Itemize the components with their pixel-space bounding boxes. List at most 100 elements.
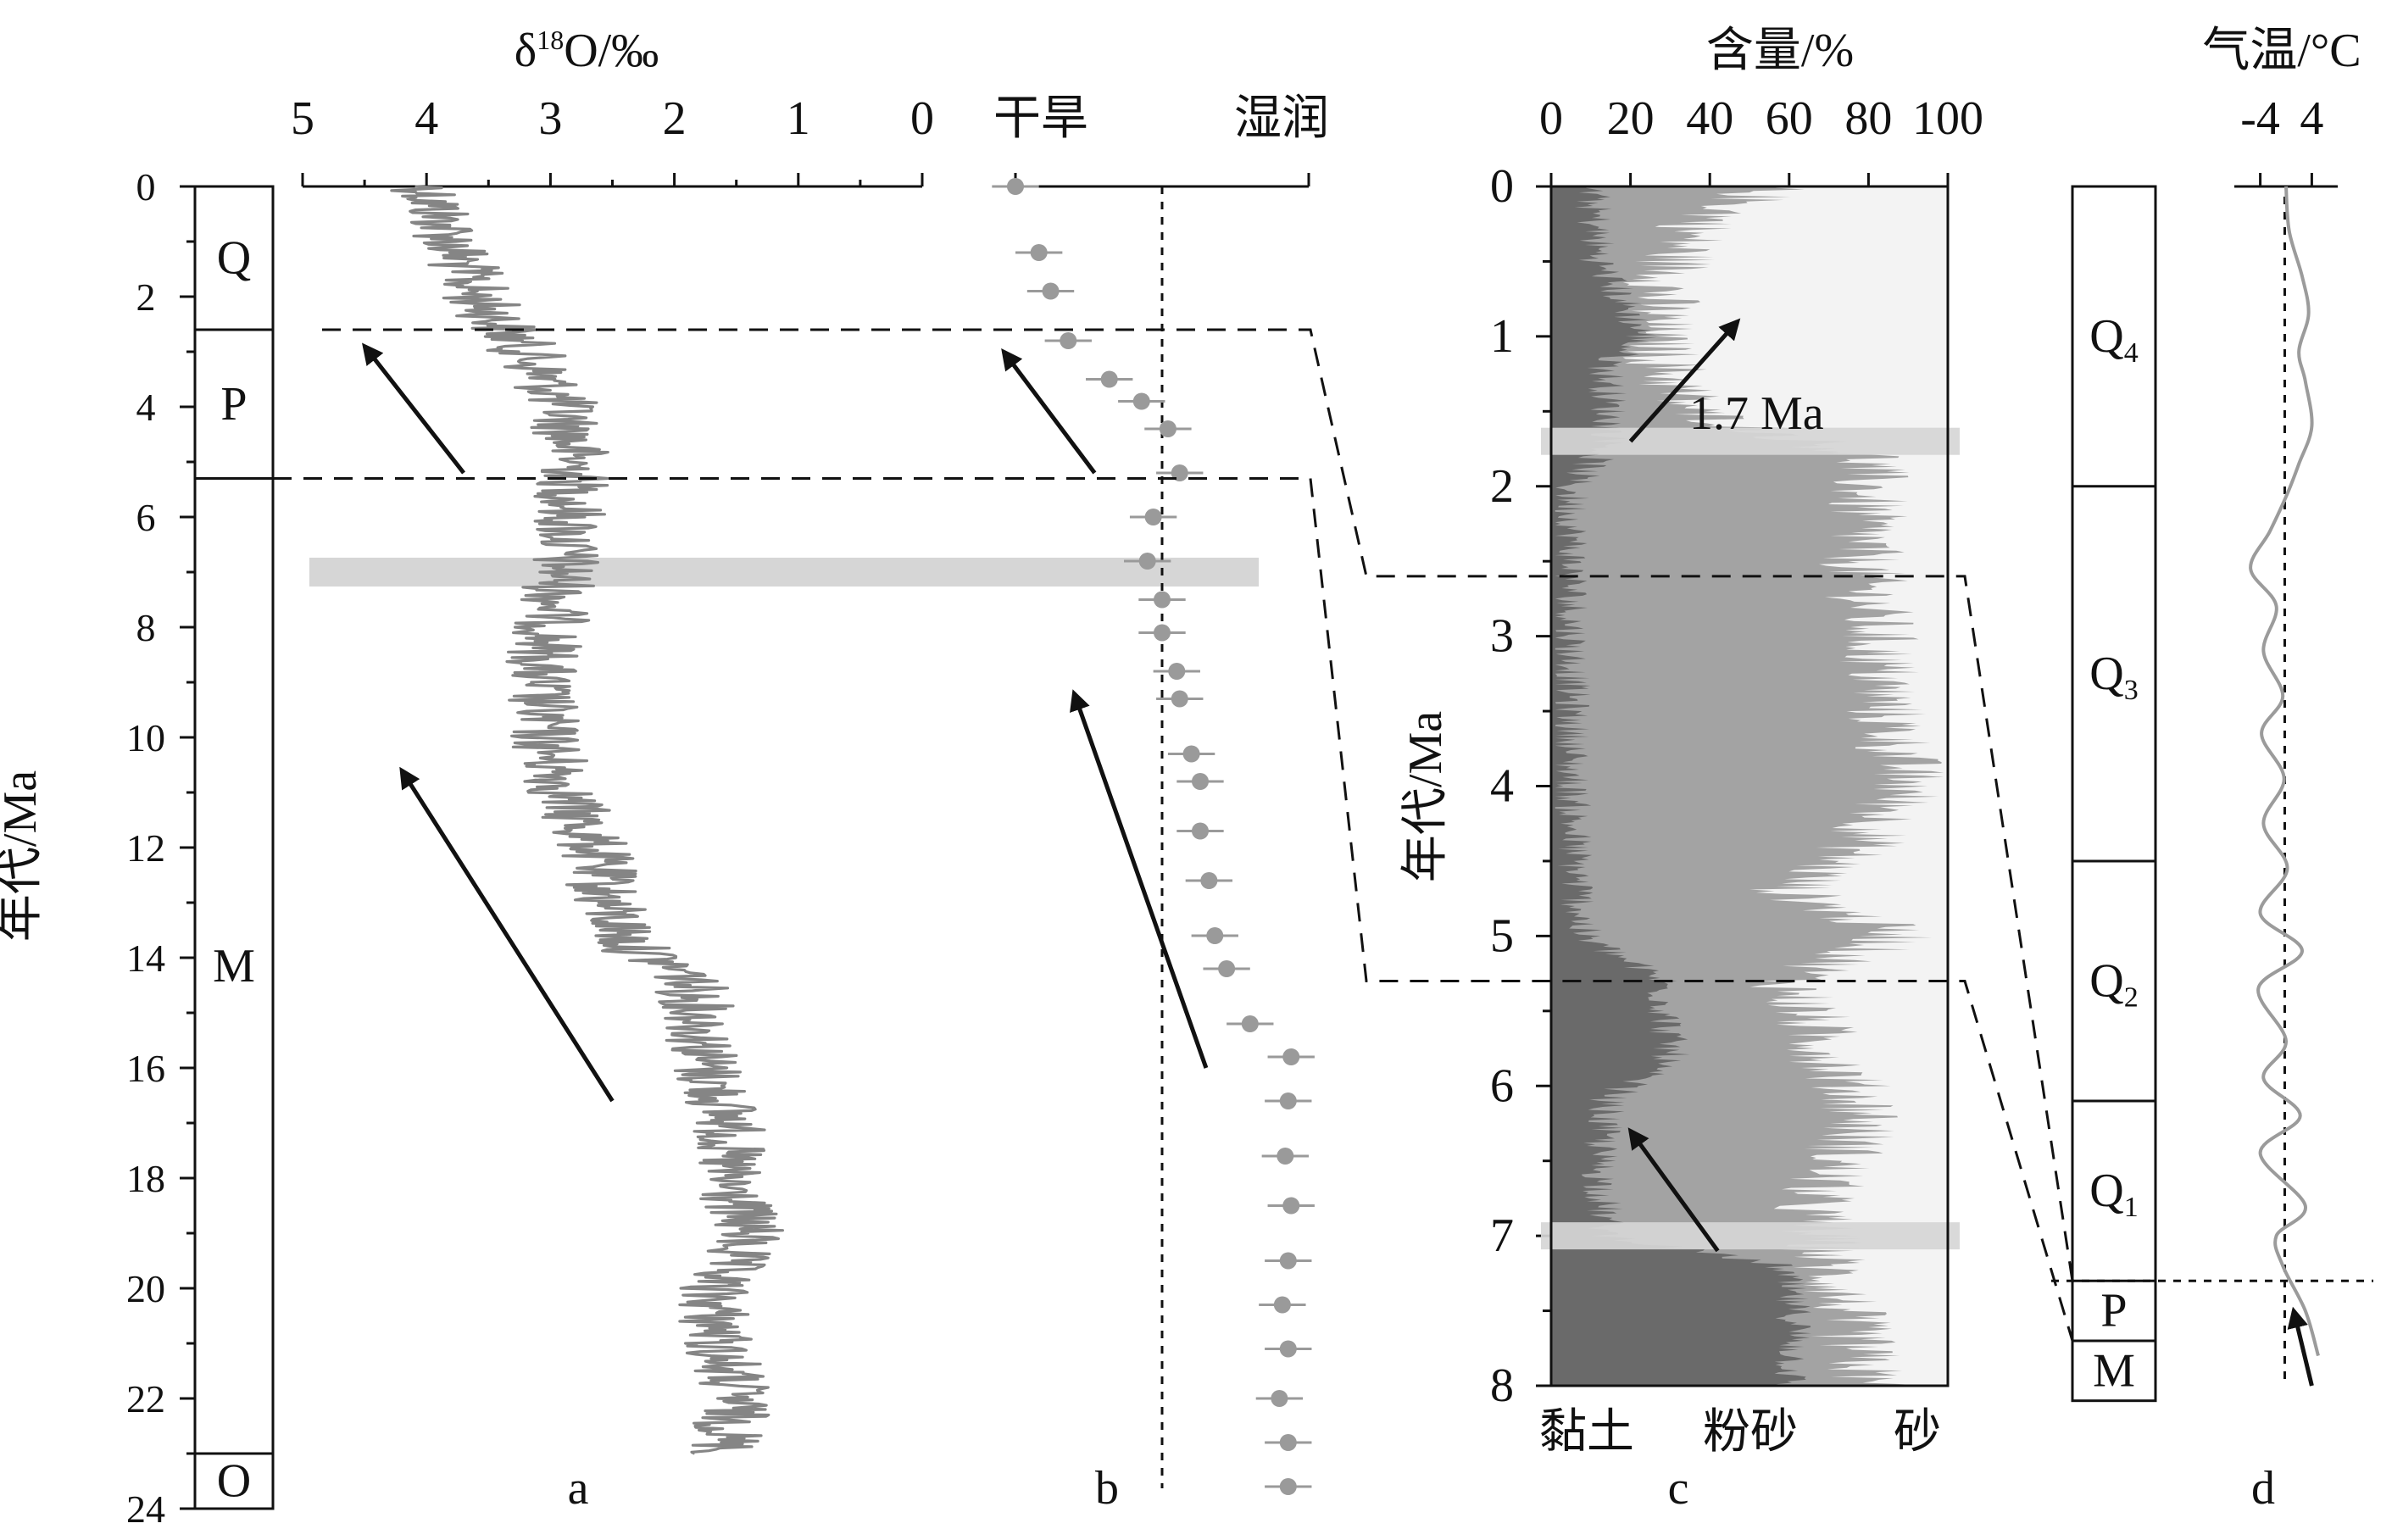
- panel-d-unit-label: Q3: [2089, 648, 2138, 706]
- panel-b-arrows: [1001, 348, 1209, 1069]
- panel-a-xlabel: δ18O/‰: [515, 25, 659, 77]
- panel-c: 含量/% 0 20 40 60 80 100 年代/Ma 0 1 2 3 4 5 6 7 8 1.7 Ma…: [1399, 25, 1983, 1515]
- panel-c-x-tick-label: 100: [1912, 92, 1983, 145]
- panel-c-xlabel: 含量/%: [1706, 25, 1854, 77]
- panel-a: δ18O/‰ 5 4 3 2 1 0 a: [291, 25, 1259, 1515]
- timescale-tick-label: 10: [126, 716, 165, 759]
- panel-b-point: [1100, 370, 1118, 388]
- panel-b: 干旱 湿润 b: [992, 92, 1329, 1515]
- panel-d-xticks: -4 4: [2240, 92, 2323, 186]
- panel-c-trend-arrow: [1628, 318, 1741, 443]
- panel-b-point: [1154, 624, 1171, 642]
- timescale-tick-label: 22: [126, 1377, 165, 1420]
- panel-b-point: [1277, 1148, 1294, 1165]
- panel-b-point: [1279, 1434, 1297, 1451]
- panel-c-xticks: 0 20 40 60 80 100: [1539, 92, 1983, 186]
- panel-c-clay-area: [1551, 186, 1811, 1386]
- panel-b-point: [1191, 773, 1209, 790]
- panel-d-unit-label: P: [2100, 1285, 2127, 1337]
- panel-b-trend-arrow: [1070, 689, 1209, 1069]
- panel-d-unit-label: Q4: [2089, 310, 2138, 369]
- panel-d-unit-label: Q1: [2089, 1165, 2138, 1223]
- timescale-unit-label: Q: [217, 232, 251, 285]
- timescale-unit-label: O: [217, 1455, 251, 1508]
- timescale-tick-label: 4: [136, 386, 156, 429]
- panel-c-legend-silt: 粉砂: [1703, 1406, 1798, 1459]
- panel-c-legend-clay: 黏土: [1539, 1406, 1634, 1459]
- panel-c-y-tick-label: 4: [1490, 760, 1514, 813]
- panel-b-point: [1271, 1390, 1288, 1407]
- panel-b-point: [1007, 178, 1024, 195]
- panel-b-xlabel-arid: 干旱: [993, 92, 1088, 145]
- panel-c-y-tick-label: 6: [1490, 1059, 1514, 1112]
- panel-b-point: [1241, 1015, 1259, 1032]
- panel-a-trend-arrow: [399, 766, 615, 1103]
- panel-d-unit-subscript: 2: [2124, 981, 2139, 1013]
- panel-d-xlabel: 气温/°C: [2202, 25, 2361, 77]
- panel-b-point: [1279, 1252, 1297, 1270]
- panel-c-label: c: [1668, 1462, 1689, 1515]
- panel-c-yticks: 0 1 2 3 4 5 6 7 8: [1490, 160, 1551, 1412]
- panel-c-y-tick-label: 2: [1490, 460, 1514, 513]
- panel-c-y-tick-label: 8: [1490, 1359, 1514, 1412]
- panel-d-unit-name: Q: [2089, 648, 2123, 700]
- panel-a-ticks: 5 4 3 2 1 0: [291, 92, 934, 186]
- panel-b-xlabel-humid: 湿润: [1234, 92, 1329, 145]
- panel-c-y-tick-label: 7: [1490, 1209, 1514, 1262]
- connector-5p3ma: [273, 477, 2074, 1342]
- panel-b-point: [1060, 332, 1077, 349]
- timescale-tick-label: 2: [136, 275, 156, 319]
- panel-b-point: [1279, 1478, 1297, 1495]
- timescale-tick-label: 16: [126, 1047, 165, 1090]
- panel-c-1p7-label: 1.7 Ma: [1689, 387, 1824, 440]
- panel-b-point: [1282, 1197, 1300, 1215]
- boundary-connector-lines: [273, 328, 2373, 1342]
- panel-d-x-tick-label: -4: [2240, 92, 2280, 145]
- panel-c-y-tick-label: 3: [1490, 610, 1514, 663]
- timescale-unit-label: M: [213, 940, 255, 992]
- panel-b-point: [1159, 420, 1176, 437]
- panel-d-unit-name: Q: [2089, 1165, 2123, 1217]
- panel-d-unit-label: M: [2093, 1344, 2135, 1397]
- panel-a-arrows: [362, 342, 615, 1103]
- panel-c-y-tick-label: 0: [1490, 160, 1514, 213]
- panel-b-point: [1030, 244, 1048, 261]
- timescale-tick-label: 20: [126, 1267, 165, 1310]
- panel-c-x-tick-label: 40: [1686, 92, 1733, 145]
- panel-d-unit-name: P: [2100, 1285, 2127, 1337]
- panel-d-unit-subscript: 3: [2124, 675, 2139, 706]
- timescale-tick-label: 8: [136, 606, 156, 649]
- panel-d-trend-arrow: [2287, 1306, 2314, 1387]
- panel-c-y-tick-label: 1: [1490, 310, 1514, 363]
- timescale-tick-label: 6: [136, 496, 156, 539]
- panel-b-point: [1206, 927, 1224, 944]
- panel-c-highlight-band: [1541, 1222, 1960, 1250]
- panel-b-point: [1279, 1092, 1297, 1109]
- panel-a-tick-label: 0: [910, 92, 934, 145]
- panel-b-point: [1282, 1048, 1300, 1065]
- panel-b-point: [1144, 509, 1162, 525]
- panel-d-arrows: [2287, 1306, 2314, 1387]
- panel-d-unit-subscript: 1: [2124, 1192, 2139, 1223]
- panel-b-point: [1171, 690, 1188, 708]
- panel-b-point: [1042, 282, 1060, 300]
- panel-b-point: [1279, 1340, 1297, 1358]
- panel-c-ylabel: 年代/Ma: [1399, 711, 1452, 882]
- panel-d-unit-frame: [2071, 185, 2157, 1403]
- panel-d-x-tick-label: 4: [2300, 92, 2323, 145]
- panel-c-x-tick-label: 60: [1766, 92, 1813, 145]
- panel-b-point: [1191, 822, 1209, 840]
- panel-d-unit-name: Q: [2089, 954, 2123, 1007]
- panel-d-unit-label: Q2: [2089, 954, 2138, 1013]
- panel-c-legend-sand: 砂: [1894, 1406, 1941, 1459]
- timescale-tick-label: 12: [126, 826, 165, 870]
- panel-a-label: a: [568, 1462, 589, 1515]
- panel-a-tick-label: 2: [663, 92, 687, 145]
- panel-a-d18o-curve: [390, 185, 784, 1455]
- panel-b-label: b: [1095, 1462, 1119, 1515]
